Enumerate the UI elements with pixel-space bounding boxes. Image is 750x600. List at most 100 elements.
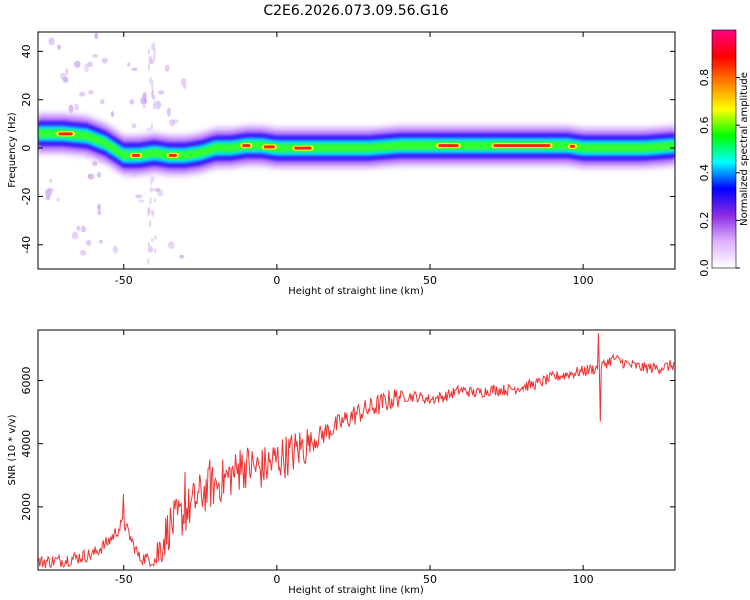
noise-speck bbox=[145, 127, 153, 132]
noise-speck bbox=[79, 249, 87, 256]
colorbar-tick-label: 0.6 bbox=[698, 116, 711, 134]
spectrogram-panel: -50 0 50 100 -40 -20 0 20 40 Height of straight… bbox=[7, 31, 676, 297]
noise-speck bbox=[49, 178, 53, 183]
bottom-x-tick-label: 50 bbox=[423, 573, 437, 586]
noise-speck bbox=[179, 254, 184, 259]
noise-speck bbox=[110, 110, 115, 118]
noise-speck bbox=[180, 78, 187, 87]
snr-series-line bbox=[38, 333, 675, 569]
noise-speck bbox=[152, 100, 156, 111]
bottom-plot-frame bbox=[37, 329, 676, 571]
noise-speck bbox=[65, 67, 69, 76]
noise-speck bbox=[135, 194, 143, 199]
top-x-axis-label: Height of straight line (km) bbox=[288, 286, 424, 297]
bottom-x-tick-label: 100 bbox=[573, 573, 594, 586]
noise-speck bbox=[153, 248, 157, 253]
colorbar-label: Normalized spectral amplitude bbox=[739, 72, 750, 226]
noise-speck bbox=[167, 241, 175, 250]
noise-speck bbox=[172, 119, 179, 124]
figure-title: C2E6.2026.073.09.56.G16 bbox=[263, 3, 448, 19]
noise-speck bbox=[48, 37, 55, 46]
noise-speck bbox=[142, 92, 147, 100]
noise-speck bbox=[56, 197, 60, 202]
noise-speck bbox=[148, 55, 151, 63]
ridge-peak bbox=[58, 132, 73, 136]
bottom-y-tick-label: 2000 bbox=[20, 493, 33, 521]
noise-speck bbox=[169, 119, 175, 127]
ridge-peak bbox=[493, 144, 551, 148]
noise-speck bbox=[45, 188, 52, 197]
ridge-peak bbox=[438, 144, 459, 148]
bottom-x-axis-label: Height of straight line (km) bbox=[288, 585, 424, 596]
noise-speck bbox=[152, 187, 155, 192]
noise-speck bbox=[147, 206, 151, 216]
noise-speck bbox=[97, 209, 102, 216]
noise-speck bbox=[83, 63, 89, 73]
spectrogram-heatmap bbox=[38, 32, 675, 265]
ridge-peak bbox=[263, 145, 275, 149]
noise-speck bbox=[147, 242, 151, 248]
noise-speck bbox=[149, 197, 152, 205]
bottom-y-axis-label: SNR (10 * v/v) bbox=[7, 414, 18, 485]
noise-speck bbox=[147, 63, 151, 72]
noise-speck bbox=[154, 100, 162, 110]
noise-speck bbox=[151, 90, 154, 100]
top-y-tick-label: 20 bbox=[20, 93, 33, 107]
top-y-tick-label: -20 bbox=[20, 187, 33, 205]
noise-speck bbox=[85, 239, 92, 246]
top-x-tick-label: 50 bbox=[423, 274, 437, 287]
noise-speck bbox=[101, 57, 108, 64]
noise-speck bbox=[142, 104, 146, 109]
noise-speck bbox=[88, 89, 94, 95]
noise-speck bbox=[73, 60, 81, 68]
noise-speck bbox=[99, 99, 105, 105]
noise-speck bbox=[150, 176, 153, 186]
noise-speck bbox=[87, 173, 93, 178]
colorbar: 0.0 0.2 0.4 0.6 0.8 Normalized spectral ampl… bbox=[698, 29, 750, 277]
top-x-tick-label: 0 bbox=[273, 274, 280, 287]
ridge-peak bbox=[569, 144, 575, 148]
colorbar-gradient bbox=[711, 29, 737, 269]
noise-speck bbox=[76, 225, 81, 231]
noise-speck bbox=[147, 48, 151, 55]
ridge-peak bbox=[242, 144, 251, 148]
top-plot-frame bbox=[37, 31, 676, 270]
noise-speck bbox=[164, 64, 170, 72]
top-y-tick-label: 0 bbox=[20, 145, 33, 152]
colorbar-tick-label: 0.8 bbox=[698, 69, 711, 87]
noise-speck bbox=[150, 123, 154, 129]
noise-speck bbox=[147, 258, 150, 265]
noise-speck bbox=[68, 104, 74, 114]
ridge-band bbox=[38, 129, 675, 160]
top-y-tick-label: 40 bbox=[20, 44, 33, 58]
bottom-x-tick-label: 0 bbox=[273, 573, 280, 586]
noise-speck bbox=[138, 199, 145, 203]
top-x-tick-label: 100 bbox=[573, 274, 594, 287]
ridge-peak bbox=[294, 146, 312, 150]
bottom-y-tick-label: 6000 bbox=[20, 367, 33, 395]
noise-speck bbox=[94, 32, 99, 40]
noise-speck bbox=[182, 84, 187, 89]
noise-speck bbox=[80, 225, 87, 233]
noise-speck bbox=[154, 188, 160, 192]
noise-speck bbox=[96, 171, 102, 178]
noise-speck bbox=[131, 67, 138, 72]
noise-speck bbox=[153, 94, 156, 101]
bottom-y-tick-label: 4000 bbox=[20, 430, 33, 458]
noise-speck bbox=[131, 123, 137, 129]
colorbar-tick-label: 0.0 bbox=[698, 259, 711, 277]
noise-speck bbox=[87, 173, 95, 180]
noise-speck bbox=[151, 43, 154, 51]
top-y-axis-label: Frequency (Hz) bbox=[7, 112, 18, 188]
noise-speck bbox=[99, 239, 103, 244]
ridge-peak bbox=[131, 153, 141, 157]
noise-speck bbox=[154, 234, 157, 241]
noise-speck bbox=[97, 204, 101, 211]
noise-speck bbox=[92, 161, 98, 166]
noise-speck bbox=[62, 76, 69, 83]
top-y-tick-label: -40 bbox=[20, 236, 33, 254]
bottom-x-tick-label: -50 bbox=[115, 573, 133, 586]
noise-speck bbox=[127, 62, 131, 67]
noise-speck bbox=[86, 61, 93, 68]
